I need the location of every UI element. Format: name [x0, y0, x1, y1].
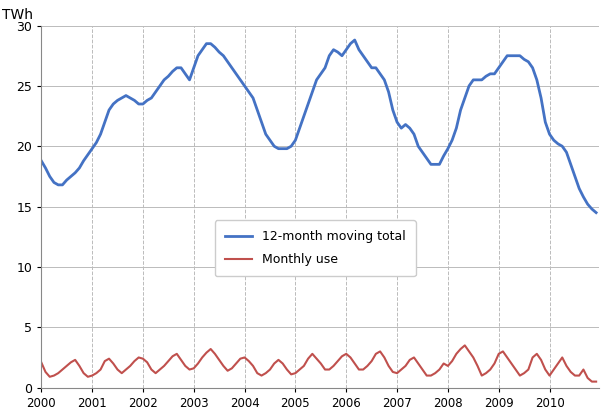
- Monthly use: [461, 343, 469, 348]
- Text: TWh: TWh: [2, 8, 33, 22]
- Line: 12-month moving total: 12-month moving total: [41, 40, 596, 213]
- Monthly use: [224, 368, 231, 373]
- Monthly use: [588, 379, 595, 384]
- 12-month moving total: [224, 59, 231, 64]
- 12-month moving total: [491, 71, 498, 76]
- Monthly use: [491, 361, 498, 366]
- Monthly use: [592, 379, 600, 384]
- 12-month moving total: [207, 41, 214, 46]
- Monthly use: [84, 374, 92, 379]
- Monthly use: [106, 356, 113, 361]
- Line: Monthly use: Monthly use: [41, 345, 596, 382]
- 12-month moving total: [106, 107, 113, 112]
- 12-month moving total: [592, 210, 600, 215]
- 12-month moving total: [351, 38, 358, 43]
- 12-month moving total: [38, 158, 45, 163]
- Legend: 12-month moving total, Monthly use: 12-month moving total, Monthly use: [215, 220, 416, 276]
- Monthly use: [487, 367, 494, 372]
- 12-month moving total: [487, 71, 494, 76]
- 12-month moving total: [84, 152, 92, 157]
- Monthly use: [207, 347, 214, 352]
- Monthly use: [38, 360, 45, 365]
